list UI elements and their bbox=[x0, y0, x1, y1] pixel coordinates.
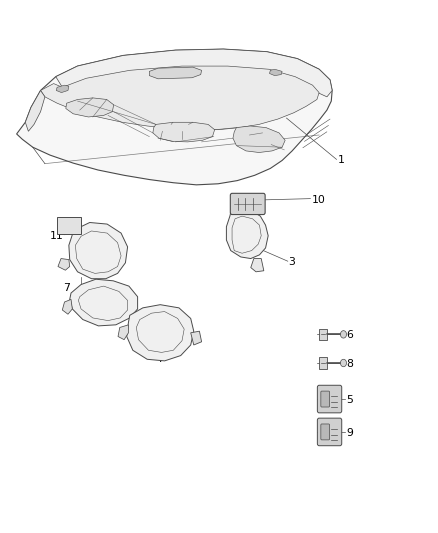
Polygon shape bbox=[149, 67, 201, 79]
Polygon shape bbox=[233, 126, 285, 152]
FancyBboxPatch shape bbox=[57, 216, 81, 233]
Text: 3: 3 bbox=[289, 257, 296, 267]
Polygon shape bbox=[58, 259, 70, 270]
Polygon shape bbox=[56, 49, 332, 97]
Polygon shape bbox=[269, 69, 282, 76]
Text: 5: 5 bbox=[346, 395, 353, 405]
Text: 6: 6 bbox=[346, 330, 353, 341]
FancyBboxPatch shape bbox=[318, 385, 342, 413]
Polygon shape bbox=[41, 66, 319, 130]
Polygon shape bbox=[66, 98, 114, 117]
Text: 8: 8 bbox=[346, 359, 353, 369]
FancyBboxPatch shape bbox=[321, 424, 329, 440]
Text: 7: 7 bbox=[63, 282, 70, 293]
Circle shape bbox=[340, 330, 346, 338]
Text: 4: 4 bbox=[155, 354, 162, 364]
Text: 10: 10 bbox=[312, 195, 325, 205]
Polygon shape bbox=[153, 122, 215, 142]
Polygon shape bbox=[118, 325, 128, 340]
Text: 3: 3 bbox=[143, 313, 150, 323]
Polygon shape bbox=[226, 209, 268, 259]
Text: 11: 11 bbox=[49, 231, 63, 241]
Text: 9: 9 bbox=[346, 428, 353, 438]
Polygon shape bbox=[69, 222, 127, 279]
Polygon shape bbox=[56, 85, 69, 93]
FancyBboxPatch shape bbox=[230, 193, 265, 215]
Polygon shape bbox=[25, 91, 45, 131]
FancyBboxPatch shape bbox=[319, 357, 327, 369]
Polygon shape bbox=[17, 49, 332, 185]
Polygon shape bbox=[191, 331, 201, 345]
Text: 1: 1 bbox=[337, 156, 344, 165]
Circle shape bbox=[340, 359, 346, 367]
Polygon shape bbox=[70, 279, 138, 326]
Polygon shape bbox=[251, 259, 264, 272]
FancyBboxPatch shape bbox=[319, 328, 327, 340]
FancyBboxPatch shape bbox=[321, 391, 329, 407]
FancyBboxPatch shape bbox=[318, 418, 342, 446]
Polygon shape bbox=[127, 305, 194, 361]
Polygon shape bbox=[62, 300, 72, 314]
